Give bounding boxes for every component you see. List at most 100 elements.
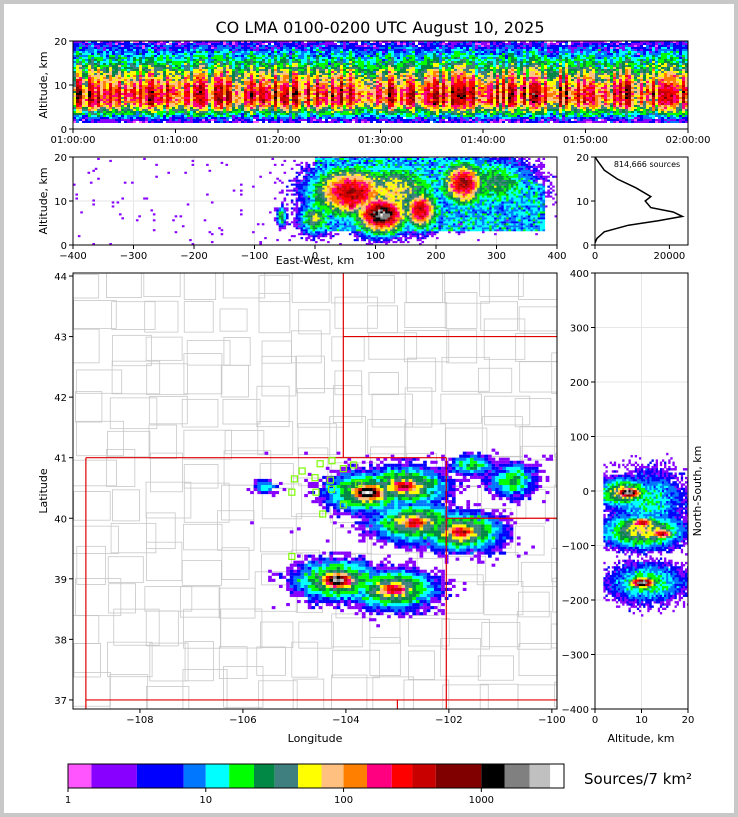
density-cell bbox=[235, 77, 238, 79]
density-cell bbox=[397, 49, 400, 51]
density-cell bbox=[202, 85, 205, 87]
density-cell bbox=[241, 115, 244, 117]
density-cell bbox=[112, 45, 115, 47]
density-cell bbox=[124, 61, 127, 63]
density-cell bbox=[241, 105, 244, 107]
density-cell bbox=[208, 99, 211, 101]
density-cell bbox=[100, 99, 103, 101]
density-cell bbox=[259, 113, 262, 115]
density-cell bbox=[109, 101, 112, 103]
density-cell bbox=[397, 113, 400, 115]
density-cell bbox=[283, 117, 286, 119]
density-cell bbox=[331, 53, 334, 55]
density-cell bbox=[208, 63, 211, 65]
density-cell bbox=[175, 117, 178, 119]
density-cell bbox=[187, 69, 190, 71]
density-cell bbox=[379, 69, 382, 71]
density-cell bbox=[364, 71, 367, 73]
density-cell bbox=[196, 41, 199, 43]
density-cell bbox=[313, 79, 316, 81]
density-cell bbox=[427, 63, 430, 65]
density-cell bbox=[322, 47, 325, 49]
density-cell bbox=[301, 71, 304, 73]
density-cell bbox=[139, 63, 142, 65]
density-cell bbox=[82, 53, 85, 55]
density-cell bbox=[181, 103, 184, 105]
density-cell bbox=[283, 101, 286, 103]
density-cell bbox=[373, 59, 376, 61]
density-cell bbox=[418, 77, 421, 79]
density-cell bbox=[367, 117, 370, 119]
density-cell bbox=[388, 51, 391, 53]
density-cell bbox=[127, 57, 130, 59]
density-cell bbox=[280, 43, 283, 45]
density-cell bbox=[208, 77, 211, 79]
density-cell bbox=[412, 63, 415, 65]
density-cell bbox=[298, 45, 301, 47]
density-cell bbox=[313, 107, 316, 109]
density-cell bbox=[319, 73, 322, 75]
density-cell bbox=[319, 43, 322, 45]
density-cell bbox=[298, 63, 301, 65]
density-cell bbox=[121, 119, 124, 121]
density-cell bbox=[406, 41, 409, 43]
density-cell bbox=[382, 59, 385, 61]
density-cell bbox=[199, 85, 202, 87]
density-cell bbox=[427, 65, 430, 67]
density-cell bbox=[388, 119, 391, 121]
density-cell bbox=[265, 57, 268, 59]
density-cell bbox=[88, 119, 91, 121]
density-cell bbox=[160, 105, 163, 107]
density-cell bbox=[118, 63, 121, 65]
density-cell bbox=[424, 97, 427, 99]
density-cell bbox=[316, 51, 319, 53]
density-cell bbox=[151, 91, 154, 93]
density-cell bbox=[142, 81, 145, 83]
density-cell bbox=[430, 101, 433, 103]
density-cell bbox=[109, 109, 112, 111]
density-cell bbox=[361, 61, 364, 63]
density-cell bbox=[352, 65, 355, 67]
density-cell bbox=[403, 65, 406, 67]
density-cell bbox=[376, 121, 379, 123]
density-cell bbox=[259, 119, 262, 121]
density-cell bbox=[415, 119, 418, 121]
density-cell bbox=[313, 85, 316, 87]
density-cell bbox=[211, 87, 214, 89]
density-cell bbox=[223, 113, 226, 115]
density-cell bbox=[349, 41, 352, 43]
density-cell bbox=[379, 89, 382, 91]
density-cell bbox=[424, 71, 427, 73]
density-cell bbox=[211, 63, 214, 65]
density-cell bbox=[253, 65, 256, 67]
density-cell bbox=[340, 69, 343, 71]
density-cell bbox=[361, 49, 364, 51]
density-cell bbox=[265, 47, 268, 49]
density-cell bbox=[253, 79, 256, 81]
density-cell bbox=[418, 107, 421, 109]
density-cell bbox=[79, 47, 82, 49]
density-cell bbox=[412, 105, 415, 107]
density-cell bbox=[379, 61, 382, 63]
density-cell bbox=[409, 75, 412, 77]
density-cell bbox=[298, 93, 301, 95]
density-cell bbox=[388, 121, 391, 123]
density-cell bbox=[253, 89, 256, 91]
density-cell bbox=[157, 41, 160, 43]
density-cell bbox=[346, 41, 349, 43]
density-cell bbox=[97, 105, 100, 107]
density-cell bbox=[289, 63, 292, 65]
density-cell bbox=[412, 57, 415, 59]
density-cell bbox=[103, 75, 106, 77]
density-cell bbox=[400, 113, 403, 115]
density-cell bbox=[223, 95, 226, 97]
density-cell bbox=[433, 51, 436, 53]
density-cell bbox=[304, 81, 307, 83]
density-cell bbox=[214, 73, 217, 75]
density-cell bbox=[385, 53, 388, 55]
density-cell bbox=[166, 73, 169, 75]
density-cell bbox=[334, 63, 337, 65]
density-cell bbox=[115, 103, 118, 105]
density-cell bbox=[73, 49, 76, 51]
density-cell bbox=[292, 109, 295, 111]
